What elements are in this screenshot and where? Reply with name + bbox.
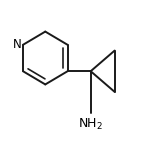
Text: NH$_2$: NH$_2$ [78, 117, 103, 132]
Text: N: N [13, 38, 22, 51]
